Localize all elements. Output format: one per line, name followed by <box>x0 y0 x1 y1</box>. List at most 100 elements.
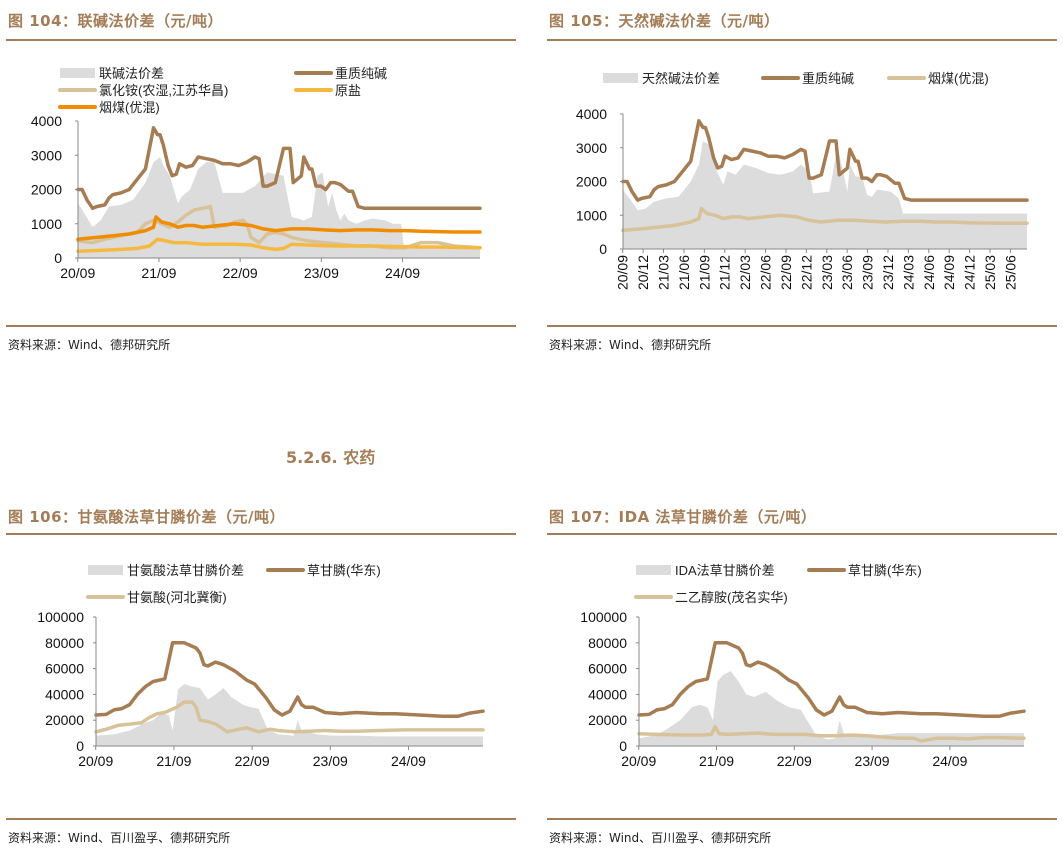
figure-105-source: 资料来源：Wind、德邦研究所 <box>549 338 712 352</box>
legend-label: IDA法草甘膦价差 <box>675 563 775 578</box>
legend-item: 草甘膦(华东) <box>266 563 381 578</box>
series-line-1 <box>76 126 482 211</box>
x-tick-label: 22/09 <box>778 255 794 290</box>
x-tick-label: 23/09 <box>855 753 890 769</box>
x-tick-label: 22/12 <box>798 255 814 290</box>
y-tick-label: 1000 <box>576 207 607 223</box>
x-tick-label: 20/09 <box>78 753 113 769</box>
figure-107-title: 图 107：IDA 法草甘膦价差（元/吨） <box>549 508 817 526</box>
y-tick-label: 2000 <box>576 174 607 190</box>
y-tick-label: 4000 <box>576 106 607 122</box>
legend-label: 重质纯碱 <box>335 66 387 81</box>
x-tick-label: 20/09 <box>60 265 95 281</box>
y-tick-label: 4000 <box>31 113 62 129</box>
figure-107-chart: IDA法草甘膦价差 草甘膦(华东) 二乙醇胺(茂名实华) 0 20000 40000 600… <box>580 563 1026 769</box>
x-tick-label: 21/12 <box>717 255 733 290</box>
figure-105-bottom-rule <box>547 325 1057 327</box>
legend-item: 烟煤(优混) <box>887 71 989 86</box>
series-area-0 <box>639 671 1024 746</box>
x-tick-label: 21/06 <box>676 255 692 290</box>
series-line-3 <box>76 237 482 253</box>
series-line-1 <box>94 641 485 719</box>
figure-105-title-rule <box>547 39 1057 41</box>
section-heading: 5.2.6. 农药 <box>286 448 376 467</box>
x-tick-label: 23/09 <box>304 265 339 281</box>
figure-104-bottom-rule <box>6 325 516 327</box>
x-tick-label: 25/03 <box>982 255 998 290</box>
figure-107-bottom-rule <box>547 818 1057 820</box>
x-tick-label: 22/06 <box>758 255 774 290</box>
figure-105-title: 图 105：天然碱法价差（元/吨） <box>549 12 780 30</box>
x-tick-label: 24/09 <box>941 255 957 290</box>
legend-label: 甘氨酸法草甘膦价差 <box>127 563 244 578</box>
x-tick-label: 23/09 <box>313 753 348 769</box>
legend-swatch-area <box>60 68 95 78</box>
x-tick-label: 23/12 <box>880 255 896 290</box>
legend-item: 氯化铵(农湿,江苏华昌) <box>58 83 228 98</box>
legend-item: 草甘膦(华东) <box>807 563 922 578</box>
legend-item: 甘氨酸法草甘膦价差 <box>88 563 244 578</box>
x-tick-label: 22/09 <box>777 753 812 769</box>
x-tick-label: 21/09 <box>141 265 176 281</box>
y-tick-label: 0 <box>599 241 607 257</box>
series-area-0 <box>96 684 483 746</box>
legend: IDA法草甘膦价差 草甘膦(华东) 二乙醇胺(茂名实华) <box>634 563 922 605</box>
x-tick-label: 20/09 <box>621 753 656 769</box>
figure-106-title: 图 106：甘氨酸法草甘膦价差（元/吨） <box>8 508 286 526</box>
y-tick-label: 3000 <box>31 147 62 163</box>
x-tick-label: 21/09 <box>699 753 734 769</box>
y-tick-label: 60000 <box>588 661 627 677</box>
figure-107-title-rule <box>547 533 1057 535</box>
x-tick-label: 24/06 <box>921 255 937 290</box>
y-tick-label: 0 <box>76 738 84 754</box>
legend-swatch-area <box>636 565 671 575</box>
legend-item: 二乙醇胺(茂名实华) <box>634 590 788 605</box>
x-tick-label: 24/09 <box>385 265 420 281</box>
y-tick-label: 100000 <box>580 609 627 625</box>
y-tick-label: 80000 <box>45 635 84 651</box>
y-tick-label: 3000 <box>576 140 607 156</box>
legend-label: 烟煤(优混) <box>928 71 989 86</box>
y-tick-label: 100000 <box>37 609 84 625</box>
x-tick-label: 23/03 <box>819 255 835 290</box>
y-tick-label: 0 <box>619 738 627 754</box>
x-tick-label: 22/03 <box>737 255 753 290</box>
series-line-1 <box>637 641 1026 719</box>
series-line-2 <box>94 700 485 734</box>
y-tick-label: 1000 <box>31 216 62 232</box>
legend-item: 原盐 <box>294 83 361 98</box>
x-tick-label: 21/09 <box>156 753 191 769</box>
legend-label: 二乙醇胺(茂名实华) <box>675 590 788 605</box>
legend-label: 烟煤(优混) <box>99 100 160 115</box>
legend-item: 重质纯碱 <box>761 71 854 86</box>
series-area-0 <box>78 156 480 258</box>
legend: 天然碱法价差 重质纯碱 烟煤(优混) <box>603 71 989 86</box>
legend-item: 重质纯碱 <box>294 66 387 81</box>
x-tick-label: 24/09 <box>391 753 426 769</box>
x-tick-label: 23/06 <box>839 255 855 290</box>
y-tick-label: 60000 <box>45 661 84 677</box>
series-line-2 <box>621 206 1029 233</box>
y-tick-label: 80000 <box>588 635 627 651</box>
figure-104-source: 资料来源：Wind、德邦研究所 <box>8 338 171 352</box>
x-tick-label: 21/09 <box>696 255 712 290</box>
series-line-1 <box>621 119 1029 202</box>
x-tick-label: 20/12 <box>635 255 651 290</box>
legend-item: 天然碱法价差 <box>603 71 720 86</box>
x-tick-label: 22/09 <box>223 265 258 281</box>
y-tick-label: 0 <box>54 250 62 266</box>
legend-label: 联碱法价差 <box>99 66 164 81</box>
series-line-2 <box>637 724 1026 743</box>
legend-label: 草甘膦(华东) <box>848 563 922 578</box>
figure-106-source: 资料来源：Wind、百川盈孚、德邦研究所 <box>8 831 231 845</box>
x-tick-label: 24/09 <box>932 753 967 769</box>
y-tick-label: 40000 <box>588 686 627 702</box>
y-tick-label: 2000 <box>31 182 62 198</box>
x-tick-label: 24/12 <box>962 255 978 290</box>
x-tick-label: 21/03 <box>656 255 672 290</box>
legend-item: 甘氨酸(河北冀衡) <box>86 590 227 605</box>
x-tick-label: 23/09 <box>860 255 876 290</box>
figure-104-title: 图 104：联碱法价差（元/吨） <box>8 12 224 30</box>
